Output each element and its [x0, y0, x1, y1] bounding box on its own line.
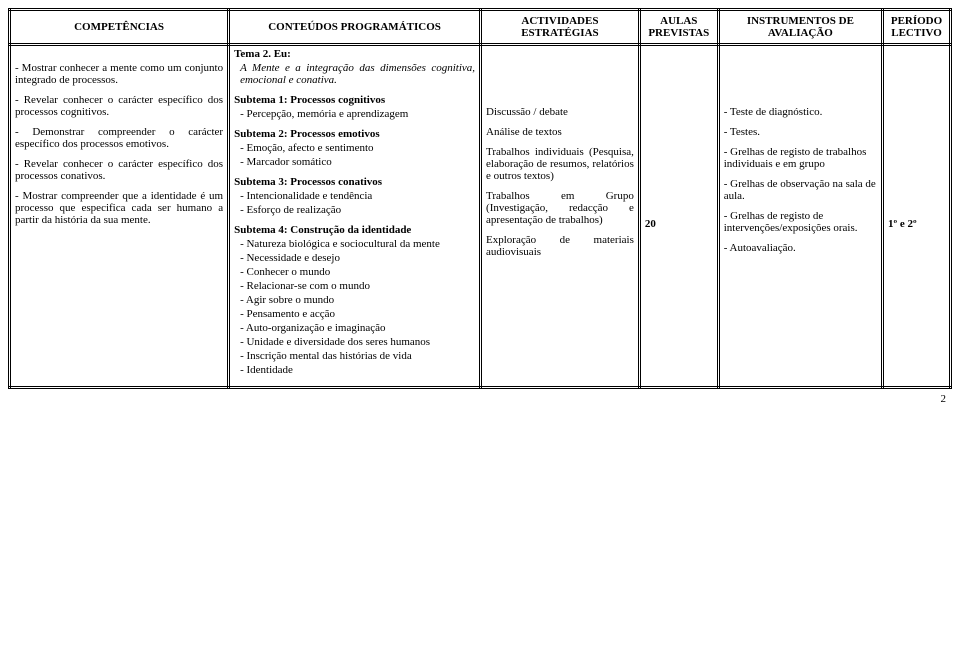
cell-competencias: - Mostrar conhecer a mente como um conju…	[10, 45, 229, 388]
instrument-item: - Grelhas de registo de intervenções/exp…	[724, 210, 877, 234]
subtema-item: - Marcador somático	[234, 156, 475, 168]
cell-actividades: Discussão / debate Análise de textos Tra…	[481, 45, 640, 388]
content-row: - Mostrar conhecer a mente como um conju…	[10, 45, 951, 388]
subtema-item: - Identidade	[234, 364, 475, 376]
subtema-item: - Natureza biológica e sociocultural da …	[234, 238, 475, 250]
activity-item: Exploração de materiais audiovisuais	[486, 234, 634, 258]
comp-item: - Demonstrar compreender o carácter espe…	[15, 126, 223, 150]
comp-item: - Revelar conhecer o carácter específico…	[15, 94, 223, 118]
instrument-item: - Autoavaliação.	[724, 242, 877, 254]
activity-item: Trabalhos individuais (Pesquisa, elabora…	[486, 146, 634, 182]
comp-item: - Mostrar conhecer a mente como um conju…	[15, 62, 223, 86]
subtema-item: - Inscrição mental das histórias de vida	[234, 350, 475, 362]
tema-title: Tema 2. Eu:	[234, 48, 475, 60]
subtema-title: Subtema 2: Processos emotivos	[234, 128, 475, 140]
col-header-conteudos: CONTEÚDOS PROGRAMÁTICOS	[229, 10, 481, 45]
col-header-actividades: ACTIVIDADES ESTRATÉGIAS	[481, 10, 640, 45]
instrument-item: - Teste de diagnóstico.	[724, 106, 877, 118]
page-number: 2	[8, 389, 952, 405]
subtema-item: - Unidade e diversidade dos seres humano…	[234, 336, 475, 348]
cell-conteudos: Tema 2. Eu: A Mente e a integração das d…	[229, 45, 481, 388]
col-header-aulas: AULAS PREVISTAS	[639, 10, 718, 45]
activity-item: Análise de textos	[486, 126, 634, 138]
curriculum-table: COMPETÊNCIAS CONTEÚDOS PROGRAMÁTICOS ACT…	[8, 8, 952, 389]
subtema-title: Subtema 1: Processos cognitivos	[234, 94, 475, 106]
activity-item: Discussão / debate	[486, 106, 634, 118]
col-header-periodo: PERÍODO LECTIVO	[883, 10, 951, 45]
cell-instrumentos: - Teste de diagnóstico. - Testes. - Grel…	[718, 45, 882, 388]
periodo-value: 1º e 2º	[888, 218, 945, 230]
subtema-item: - Percepção, memória e aprendizagem	[234, 108, 475, 120]
subtema-title: Subtema 4: Construção da identidade	[234, 224, 475, 236]
subtema-item: - Relacionar-se com o mundo	[234, 280, 475, 292]
tema-subtitle: A Mente e a integração das dimensões cog…	[234, 62, 475, 86]
subtema-item: - Auto-organização e imaginação	[234, 322, 475, 334]
instrument-item: - Testes.	[724, 126, 877, 138]
comp-item: - Mostrar compreender que a identidade é…	[15, 190, 223, 226]
subtema-item: - Intencionalidade e tendência	[234, 190, 475, 202]
instrument-item: - Grelhas de observação na sala de aula.	[724, 178, 877, 202]
header-row: COMPETÊNCIAS CONTEÚDOS PROGRAMÁTICOS ACT…	[10, 10, 951, 45]
subtema-item: - Esforço de realização	[234, 204, 475, 216]
subtema-item: - Agir sobre o mundo	[234, 294, 475, 306]
subtema-item: - Emoção, afecto e sentimento	[234, 142, 475, 154]
col-header-instrumentos: INSTRUMENTOS DE AVALIAÇÃO	[718, 10, 882, 45]
activity-item: Trabalhos em Grupo (Investigação, redacç…	[486, 190, 634, 226]
subtema-item: - Pensamento e acção	[234, 308, 475, 320]
aulas-value: 20	[645, 218, 713, 230]
cell-periodo: 1º e 2º	[883, 45, 951, 388]
col-header-compet: COMPETÊNCIAS	[10, 10, 229, 45]
subtema-item: - Conhecer o mundo	[234, 266, 475, 278]
subtema-item: - Necessidade e desejo	[234, 252, 475, 264]
subtema-title: Subtema 3: Processos conativos	[234, 176, 475, 188]
comp-item: - Revelar conhecer o carácter específico…	[15, 158, 223, 182]
instrument-item: - Grelhas de registo de trabalhos indivi…	[724, 146, 877, 170]
cell-aulas: 20	[639, 45, 718, 388]
